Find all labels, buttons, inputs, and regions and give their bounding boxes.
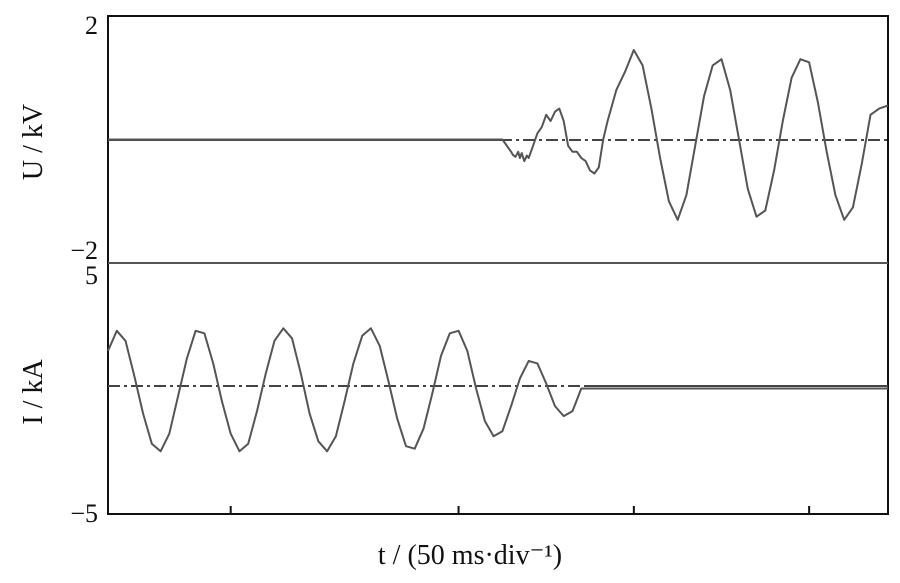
voltage-ytick-min: −2: [70, 236, 98, 265]
voltage-axis-label: U / kV: [18, 104, 49, 180]
x-ticks: [229, 506, 811, 514]
voltage-panel: [108, 49, 889, 221]
current-panel: [107, 327, 888, 453]
current-waveform: [107, 327, 888, 453]
plot-frame: [107, 15, 889, 515]
x-axis-label: t / (50 ms·div⁻¹): [378, 540, 562, 571]
current-ytick-max: 5: [85, 261, 98, 290]
current-axis-label: I / kA: [18, 359, 49, 425]
voltage-ytick-max: 2: [85, 11, 98, 40]
current-ytick-min: −5: [70, 499, 98, 528]
voltage-waveform: [108, 49, 889, 221]
